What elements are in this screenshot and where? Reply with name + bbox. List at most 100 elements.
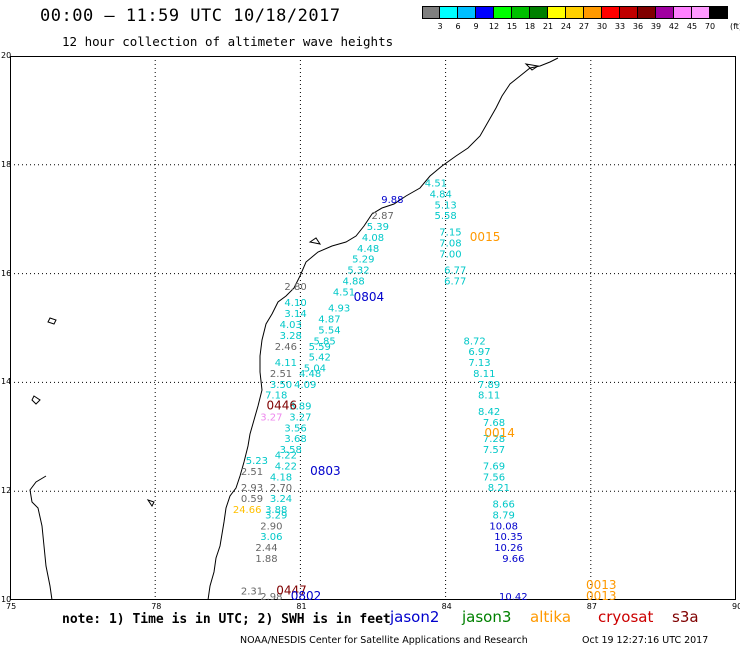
wave-height-value: 3.88 — [265, 505, 287, 516]
legend-swatch — [530, 6, 548, 19]
wave-height-value: 3.28 — [280, 331, 302, 342]
wave-height-value: 4.11 — [275, 358, 297, 369]
wave-height-value: 5.54 — [318, 325, 340, 336]
wave-height-value: 7.18 — [265, 391, 287, 402]
y-tick-label: 16 — [1, 268, 12, 278]
legend-swatch — [458, 6, 476, 19]
wave-height-value: 4.84 — [430, 189, 452, 200]
wave-height-value: 7.89 — [478, 380, 500, 391]
wave-height-value: 2.70 — [270, 483, 292, 494]
wave-height-value: 2.98 — [260, 592, 282, 600]
wave-height-value: 1.88 — [255, 554, 277, 565]
wave-height-value: 8.79 — [493, 510, 515, 521]
wave-height-value: 2.51 — [270, 369, 292, 380]
legend-swatch — [710, 6, 728, 19]
x-tick-label: 75 — [6, 602, 17, 611]
satellite-legend-cryosat: cryosat — [598, 608, 654, 626]
footer-credit: NOAA/NESDIS Center for Satellite Applica… — [240, 635, 528, 646]
wave-height-value: 2.46 — [275, 342, 297, 353]
legend-swatch — [620, 6, 638, 19]
y-tick-label: 12 — [1, 486, 12, 496]
wave-height-value: 5.42 — [309, 353, 331, 364]
legend-swatch — [476, 6, 494, 19]
pass-label: 0013 — [586, 578, 617, 592]
wave-height-value: 3.58 — [280, 445, 302, 456]
wave-height-value: 2.31 — [241, 587, 263, 598]
wave-height-value: 3.56 — [284, 423, 306, 434]
wave-height-value: 5.13 — [434, 200, 456, 211]
legend-label: 42 — [668, 22, 680, 31]
pass-label: 0804 — [354, 290, 385, 304]
wave-height-value: 4.93 — [328, 304, 350, 315]
wave-height-value: 4.22 — [275, 451, 297, 462]
legend-swatch — [440, 6, 458, 19]
wave-height-value: 4.18 — [270, 472, 292, 483]
wave-height-value: 3.68 — [284, 434, 306, 445]
wave-height-value: 3.06 — [260, 532, 282, 543]
pass-label: 0803 — [310, 464, 341, 478]
wave-height-value: 7.15 — [439, 228, 461, 239]
wave-height-value: 5.32 — [347, 266, 369, 277]
legend-label: 36 — [632, 22, 644, 31]
wave-height-value: 5.04 — [304, 364, 326, 375]
wave-height-map: 4.514.849.88 5.132.87 5.585.39 7.154.08 7.08… — [10, 56, 736, 600]
legend-label: 27 — [578, 22, 590, 31]
pass-label: 0013 — [586, 589, 617, 600]
wave-height-value: 2.93 — [241, 483, 263, 494]
satellite-legend-jason3: jason3 — [462, 608, 512, 626]
wave-height-value: 9.66 — [502, 554, 524, 565]
wave-height-value: 5.23 — [246, 456, 268, 467]
legend-swatch — [674, 6, 692, 19]
wave-height-value: 8.42 — [478, 407, 500, 418]
wave-height-value: 10.42 — [499, 592, 528, 600]
wave-height-value: 4.22 — [275, 461, 297, 472]
wave-height-value: 7.13 — [468, 358, 490, 369]
legend-label: 12 — [488, 22, 500, 31]
wave-height-value: 4.09 — [294, 380, 316, 391]
legend-swatch — [566, 6, 584, 19]
legend-swatch — [584, 6, 602, 19]
color-legend — [422, 6, 728, 20]
wave-height-value: 7.00 — [439, 249, 461, 260]
footer-timestamp: Oct 19 12:27:16 UTC 2017 — [582, 635, 709, 646]
wave-height-value: 5.59 — [309, 342, 331, 353]
wave-height-value: 4.03 — [280, 320, 302, 331]
page-subtitle: 12 hour collection of altimeter wave hei… — [62, 34, 394, 49]
wave-height-value: 2.51 — [241, 467, 263, 478]
wave-height-value: 3.50 — [270, 380, 292, 391]
wave-height-value: 4.51 — [425, 179, 447, 190]
wave-height-value: 3.27 — [260, 412, 282, 423]
legend-label: 39 — [650, 22, 662, 31]
legend-label: 15 — [506, 22, 518, 31]
legend-label: 18 — [524, 22, 536, 31]
legend-label: 30 — [596, 22, 608, 31]
y-tick-label: 20 — [1, 51, 12, 60]
legend-label: 45 — [686, 22, 698, 31]
wave-height-value: 5.39 — [367, 222, 389, 233]
x-tick-label: 78 — [151, 602, 162, 611]
wave-height-value: 2.44 — [255, 543, 277, 554]
map-frame — [10, 56, 736, 600]
wave-height-value: 10.35 — [494, 532, 523, 543]
wave-height-value: 3.29 — [265, 510, 287, 521]
wave-height-value: 7.57 — [483, 445, 505, 456]
wave-height-value: 10.26 — [494, 543, 523, 554]
legend-label: 21 — [542, 22, 554, 31]
pass-label: 0015 — [470, 230, 501, 244]
x-tick-label: 87 — [586, 602, 597, 611]
wave-height-value: 4.88 — [343, 276, 365, 287]
wave-height-value: 3.24 — [270, 494, 292, 505]
wave-height-value: 8.11 — [473, 369, 495, 380]
wave-height-value: 2.90 — [260, 521, 282, 532]
x-tick-label: 90 — [732, 602, 740, 611]
wave-height-value: 3.89 — [289, 402, 311, 413]
pass-label: 0014 — [484, 426, 515, 440]
wave-height-value: 6.77 — [444, 276, 466, 287]
wave-height-value: 8.72 — [464, 336, 486, 347]
wave-height-value: 4.51 — [333, 287, 355, 298]
legend-swatch — [638, 6, 656, 19]
wave-height-value: 4.87 — [318, 315, 340, 326]
y-tick-label: 18 — [1, 159, 12, 169]
